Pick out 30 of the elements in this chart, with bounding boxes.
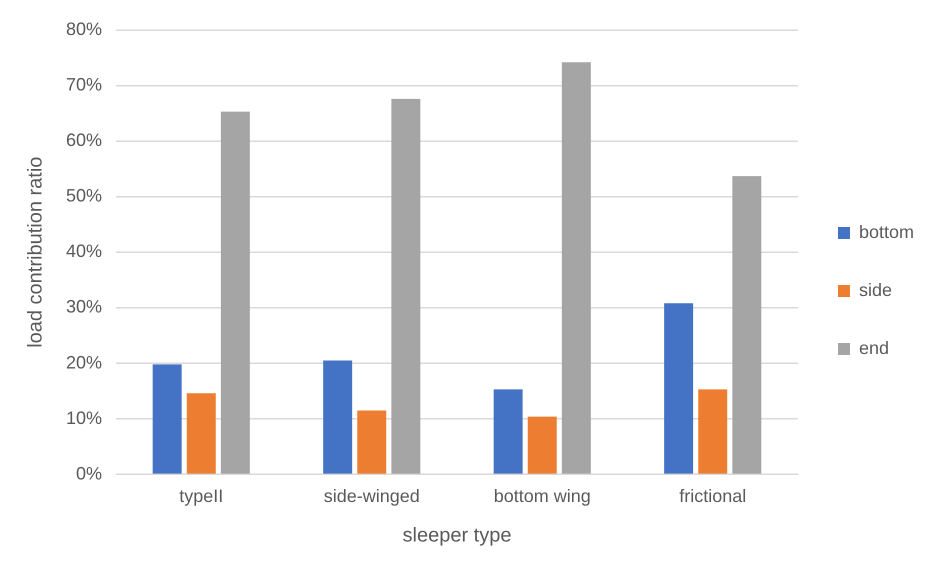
bar — [186, 393, 216, 474]
bar — [494, 389, 523, 474]
y-tick-label: 40% — [66, 241, 102, 262]
y-tick-label: 60% — [66, 130, 102, 150]
y-tick-label: 30% — [66, 296, 102, 317]
bar — [323, 360, 352, 474]
y-tick-label: 20% — [66, 352, 102, 372]
bar — [732, 176, 762, 474]
y-tick-label: 70% — [66, 74, 102, 95]
x-axis-title: sleeper type — [402, 524, 512, 547]
legend-label: bottom — [858, 222, 914, 242]
x-tick-label: typeII — [179, 486, 224, 506]
bar — [664, 303, 694, 474]
y-tick-label: 0% — [76, 463, 102, 484]
x-tick-label: side-winged — [324, 486, 420, 506]
legend-label: side — [858, 280, 892, 300]
bar — [698, 389, 728, 474]
x-tick-label: frictional — [679, 486, 746, 506]
bar — [152, 364, 182, 474]
bar — [357, 410, 386, 474]
bar — [391, 98, 420, 474]
y-tick-label: 80% — [66, 18, 102, 39]
bar — [220, 112, 250, 474]
x-tick-label: bottom wing — [494, 486, 591, 506]
bar — [528, 416, 557, 474]
y-axis-title: load contribution ratio — [24, 156, 47, 348]
y-tick-label: 10% — [66, 408, 102, 428]
bar — [562, 62, 591, 474]
y-tick-label: 50% — [66, 186, 102, 206]
legend-label: end — [858, 338, 890, 358]
